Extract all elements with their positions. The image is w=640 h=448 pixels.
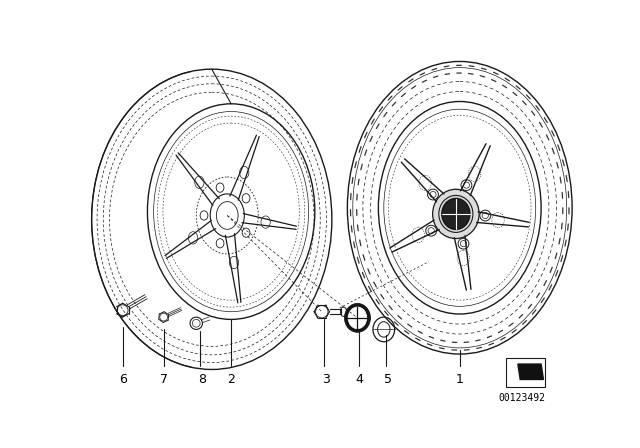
Ellipse shape [348,307,367,329]
Text: 3: 3 [323,373,330,386]
Ellipse shape [433,189,479,238]
Text: 5: 5 [385,373,392,386]
Text: 4: 4 [355,373,363,386]
Ellipse shape [345,304,370,332]
Text: 8: 8 [198,373,207,386]
Polygon shape [518,364,543,379]
Text: 6: 6 [118,373,127,386]
Text: 1: 1 [456,373,464,386]
Ellipse shape [442,198,470,229]
Text: 7: 7 [160,373,168,386]
Text: 2: 2 [227,373,235,386]
Text: 00123492: 00123492 [499,392,545,403]
Bar [506,358,545,387]
